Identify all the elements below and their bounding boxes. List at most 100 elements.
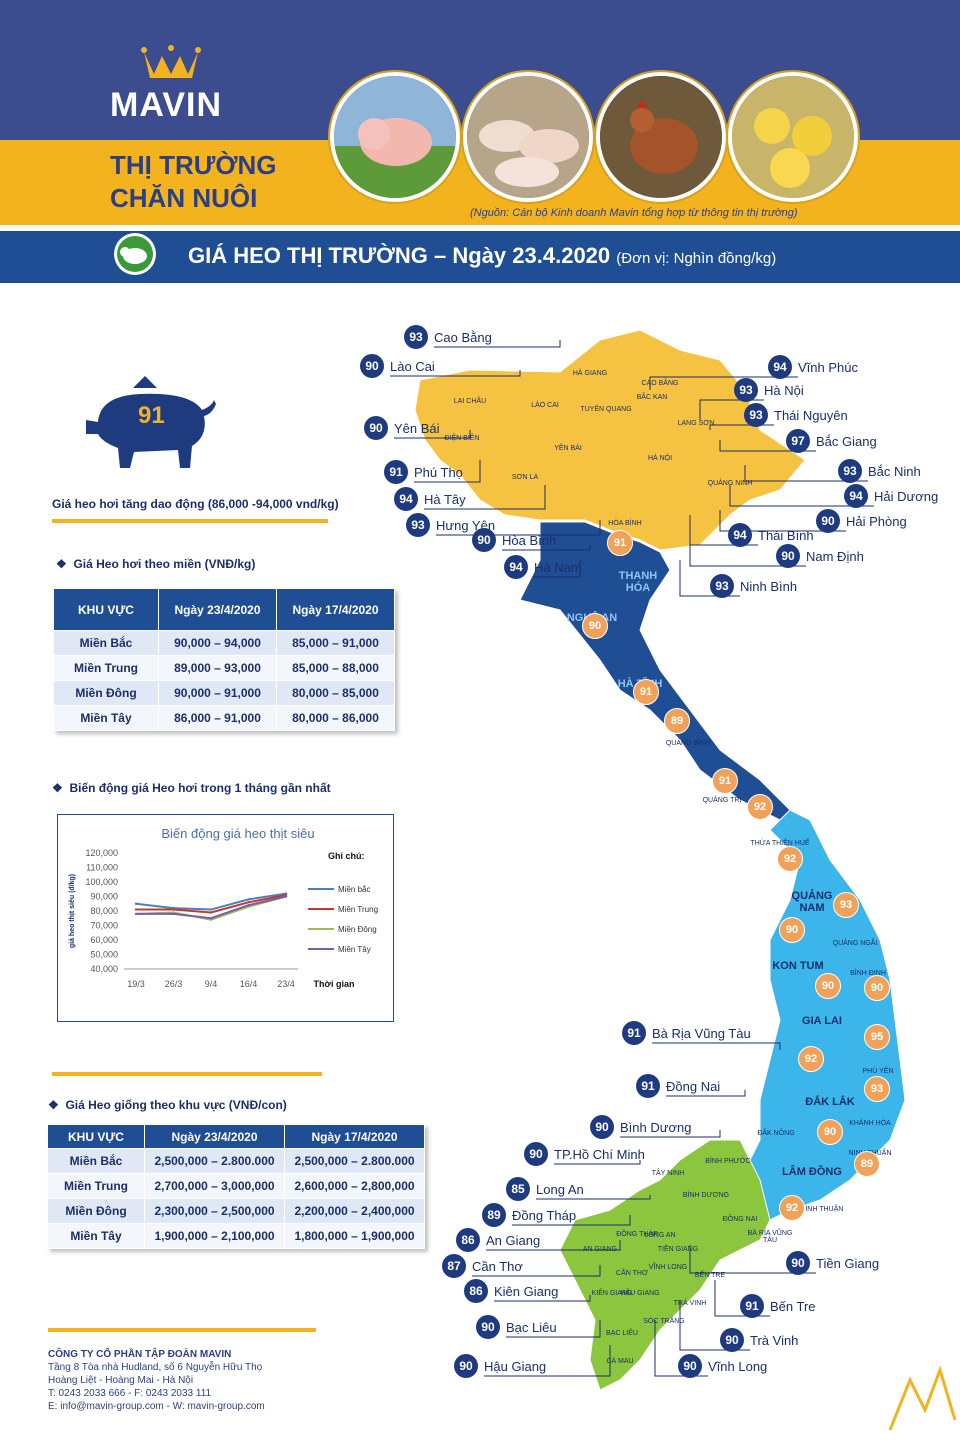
province-price-callout: 93 Ninh Bình — [710, 574, 797, 598]
callout-line — [652, 1042, 781, 1050]
province-name: Ninh Bình — [740, 578, 798, 594]
table-header: KHU VỰC — [53, 588, 159, 631]
province-label: BẮC KAN — [636, 394, 668, 401]
callout-line — [486, 1240, 621, 1251]
data-point — [209, 917, 213, 920]
company-phone: T: 0243 2033 666 - F: 0243 2033 111 — [48, 1388, 212, 1399]
callout-line — [390, 370, 521, 377]
province-price-callout: 90 Hòa Bình — [472, 528, 556, 552]
province-price-callout: 94 Thái Bình — [728, 523, 814, 547]
province-name: Yên Bái — [394, 420, 440, 436]
province-name: Tiền Giang — [816, 1255, 880, 1271]
province-label: PHÚ YÊN — [862, 1068, 894, 1075]
price-badge: 90 — [472, 528, 496, 552]
province-label: CÀ MAU — [606, 1358, 634, 1365]
region-table-title: ❖ Giá Heo hơi theo miền (VNĐ/kg) — [56, 557, 256, 571]
price-badge: 93 — [406, 513, 430, 537]
callout-line — [434, 340, 561, 348]
chart-section-title-text: Biến động giá Heo hơi trong 1 tháng gần … — [69, 781, 331, 795]
province-name: Hậu Giang — [484, 1358, 547, 1374]
table-row: Miền Tây 1,900,000 – 2,100,000 1,800,000 –… — [47, 1223, 425, 1249]
region-price-badge: 89 — [664, 708, 690, 734]
province-label: AN GIANG — [582, 1246, 618, 1253]
price-badge: 90 — [524, 1142, 548, 1166]
callout-line — [502, 545, 591, 551]
south-region — [559, 1139, 771, 1391]
average-price: 91 — [138, 402, 165, 429]
price-badge: 93 — [838, 459, 862, 483]
province-label: LÀO CAI — [531, 402, 559, 409]
chart-title: Biến động giá heo thịt siêu — [161, 826, 314, 841]
province-name: Lào Cai — [390, 358, 435, 374]
region-price-badge: 92 — [747, 794, 773, 820]
price-cell: 86,000 – 91,000 — [158, 705, 277, 731]
province-price-callout: 90 Tiền Giang — [786, 1251, 879, 1275]
province-price-callout: 90 Bạc Liêu — [476, 1315, 557, 1339]
price-cell: 2,600,000 – 2,800,000 — [284, 1173, 425, 1199]
province-name: Hà Nam — [534, 559, 582, 575]
province-price-callout: 94 Hà Nam — [504, 555, 582, 579]
price-cell: 1,900,000 – 2,100,000 — [144, 1223, 285, 1249]
province-name: Bình Dương — [620, 1119, 692, 1135]
y-tick-label: 90,000 — [90, 892, 118, 902]
province-name: Thái Bình — [758, 527, 814, 543]
callout-line — [649, 376, 798, 390]
province-label: TIỀN GIANG — [657, 1246, 699, 1253]
data-point — [247, 898, 250, 901]
region-price-badge: 90 — [815, 973, 841, 999]
province-name: Kiên Giang — [494, 1283, 559, 1299]
pig-badge-icon — [114, 233, 156, 275]
data-point — [284, 895, 288, 898]
province-label: QUẢNG BÌNH — [665, 740, 711, 747]
price-badge: 94 — [768, 355, 792, 379]
province-price-callout: 90 Trà Vinh — [720, 1328, 798, 1352]
province-price-callout: 91 Đồng Nai — [636, 1074, 720, 1098]
data-point — [247, 904, 250, 907]
price-badge: 93 — [710, 574, 734, 598]
region-price-badge: 92 — [777, 846, 803, 872]
pigs-group-photo — [463, 72, 593, 202]
table-row: Miền Đông 2,300,000 – 2,500,000 2,200,000 … — [47, 1198, 425, 1224]
price-cell: 89,000 – 93,000 — [158, 655, 277, 681]
province-label: ĐIỆN BIÊN — [444, 435, 480, 442]
province-name: Hải Phòng — [846, 513, 907, 529]
province-label: HÀ GIANG — [572, 370, 608, 377]
y-tick-label: 40,000 — [90, 964, 118, 974]
province-name: Cao Bằng — [434, 329, 492, 345]
province-price-callout: 94 Hải Dương — [844, 484, 938, 508]
province-label: THANH HÓA — [618, 570, 658, 594]
region-cell: Miền Tây — [47, 1223, 145, 1249]
province-label: LẠNG SƠN — [677, 420, 715, 427]
region-cell: Miền Trung — [53, 655, 159, 681]
price-badge: 91 — [622, 1021, 646, 1045]
company-address-2: Hoàng Liệt - Hoàng Mai - Hà Nội — [48, 1375, 194, 1386]
province-price-callout: 90 TP.Hồ Chí Minh — [524, 1142, 645, 1166]
price-cell: 85,000 – 91,000 — [276, 630, 395, 656]
province-price-callout: 90 Hậu Giang — [454, 1354, 546, 1378]
legend-title: Ghi chú: — [328, 851, 365, 861]
y-tick-label: 80,000 — [90, 906, 118, 916]
callout-line — [484, 1345, 611, 1377]
province-label: LAI CHÂU — [453, 398, 487, 405]
table-header: Ngày 23/4/2020 — [144, 1124, 285, 1149]
legend-entry: Miền Tây — [338, 945, 371, 954]
price-badge: 85 — [506, 1177, 530, 1201]
y-tick-label: 60,000 — [90, 935, 118, 945]
company-address: Tầng 8 Tòa nhà Hudland, số 6 Nguyễn Hữu … — [48, 1362, 263, 1373]
province-name: Vĩnh Long — [708, 1358, 768, 1374]
province-label: ĐỒNG THÁP — [616, 1231, 658, 1238]
province-price-callout: 86 An Giang — [456, 1228, 540, 1252]
price-badge: 90 — [360, 354, 384, 378]
province-label: QUẢNG NGÃI — [832, 940, 878, 947]
divider-line — [48, 1328, 316, 1332]
province-label: QUẢNG NAM — [791, 890, 833, 914]
province-label: ĐẮK LẮK — [805, 1096, 855, 1108]
price-badge: 90 — [454, 1354, 478, 1378]
callout-line — [744, 465, 868, 482]
ducklings-photo — [728, 72, 858, 202]
source-note: (Nguồn: Cán bộ Kinh doanh Mavin tổng hợp… — [470, 207, 798, 219]
callout-line — [620, 1130, 721, 1138]
x-tick-label: 16/4 — [240, 979, 258, 989]
price-badge: 90 — [678, 1354, 702, 1378]
callout-line — [472, 1265, 601, 1277]
